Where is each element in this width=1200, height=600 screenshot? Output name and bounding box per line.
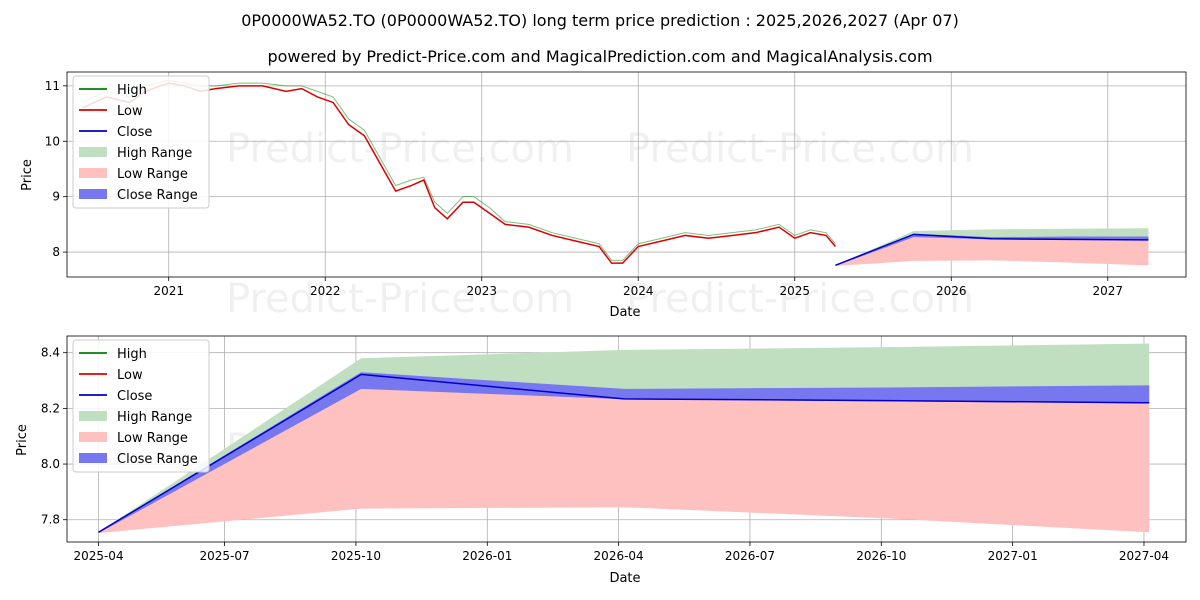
legend-label: Close Range xyxy=(117,452,198,467)
bottom-legend: High Low Close High Range Low Range Close Ran… xyxy=(72,339,210,473)
watermark-text: Predict-Price.com xyxy=(626,276,974,322)
x-tick-label: 2025-10 xyxy=(331,549,381,563)
top-legend: High Low Close High Range Low Range Close Ran… xyxy=(72,75,210,209)
top-plot-frame xyxy=(66,71,1187,278)
y-tick-label: 8.2 xyxy=(41,401,60,415)
legend-swatch xyxy=(79,432,107,442)
x-tick-label: 2026 xyxy=(936,284,967,298)
bottom-series xyxy=(98,343,1150,534)
watermark-text: Predict-Price.com xyxy=(226,276,574,322)
x-tick-label: 2026-10 xyxy=(856,549,906,563)
y-tick-label: 9 xyxy=(52,190,60,204)
close-range-band xyxy=(98,372,1150,534)
low-range-band xyxy=(835,234,1149,266)
bottom-plot-frame xyxy=(66,335,1187,543)
legend-swatch xyxy=(79,168,107,178)
legend-swatch xyxy=(79,189,107,199)
y-tick-label: 7.8 xyxy=(41,513,60,527)
y-tick-label: 10 xyxy=(45,134,60,148)
legend-label: Close xyxy=(117,125,152,140)
legend-label: Low xyxy=(117,104,143,119)
x-tick-label: 2027-01 xyxy=(988,549,1038,563)
x-tick-label: 2026-01 xyxy=(462,549,512,563)
low-range-band xyxy=(98,374,1150,534)
top-y-axis-label: Price xyxy=(20,159,35,191)
top-watermarks: Predict-Price.com Predict-Price.com Pred… xyxy=(226,126,974,322)
legend-label: High xyxy=(117,347,147,362)
legend-swatch xyxy=(79,453,107,463)
x-tick-label: 2024 xyxy=(623,284,654,298)
y-tick-label: 8 xyxy=(52,245,60,259)
x-tick-label: 2025-07 xyxy=(200,549,250,563)
legend-label: Low Range xyxy=(117,431,188,446)
chart-title: 0P0000WA52.TO (0P0000WA52.TO) long term … xyxy=(241,11,959,30)
top-ticks: 2021 2022 2023 2024 2025 2026 2027 8 9 10 11 xyxy=(45,79,1123,298)
legend-label: Close xyxy=(117,389,152,404)
x-tick-label: 2025 xyxy=(779,284,810,298)
x-tick-label: 2027-04 xyxy=(1119,549,1169,563)
bottom-ticks: 2025-04 2025-07 2025-10 2026-01 2026-04 2026-… xyxy=(41,346,1169,563)
low-history-line xyxy=(82,82,837,264)
top-x-axis-label: Date xyxy=(609,305,640,320)
high-history-line xyxy=(82,79,836,261)
legend-label: Close Range xyxy=(117,188,198,203)
legend-swatch xyxy=(79,411,107,421)
x-tick-label: 2025-04 xyxy=(73,549,123,563)
bottom-chart-panel: Predict-Price.com Predict-Price.com 2025… xyxy=(15,335,1187,586)
chart-subtitle: powered by Predict-Price.com and Magical… xyxy=(267,47,932,66)
top-series xyxy=(82,79,1149,267)
x-tick-label: 2027 xyxy=(1092,284,1123,298)
close-range-band xyxy=(835,233,1149,266)
legend-label: High Range xyxy=(117,410,192,425)
bottom-x-axis-label: Date xyxy=(609,571,640,586)
close-forecast-line xyxy=(98,373,1150,533)
top-chart-panel: Predict-Price.com Predict-Price.com Pred… xyxy=(20,71,1187,322)
y-tick-label: 11 xyxy=(45,79,60,93)
legend-label: High xyxy=(117,83,147,98)
legend-label: High Range xyxy=(117,146,192,161)
x-tick-label: 2026-07 xyxy=(725,549,775,563)
y-tick-label: 8.4 xyxy=(41,346,60,360)
watermark-text: Predict-Price.com xyxy=(626,126,974,172)
y-tick-label: 8.0 xyxy=(41,457,60,471)
close-forecast-line xyxy=(835,233,1149,267)
x-tick-label: 2023 xyxy=(466,284,497,298)
x-tick-label: 2022 xyxy=(310,284,341,298)
legend-swatch xyxy=(79,147,107,157)
watermark-text: Predict-Price.com xyxy=(226,126,574,172)
legend-label: Low Range xyxy=(117,167,188,182)
bottom-y-axis-label: Price xyxy=(15,424,30,456)
legend-label: Low xyxy=(117,368,143,383)
x-tick-label: 2026-04 xyxy=(594,549,644,563)
x-tick-label: 2021 xyxy=(153,284,184,298)
